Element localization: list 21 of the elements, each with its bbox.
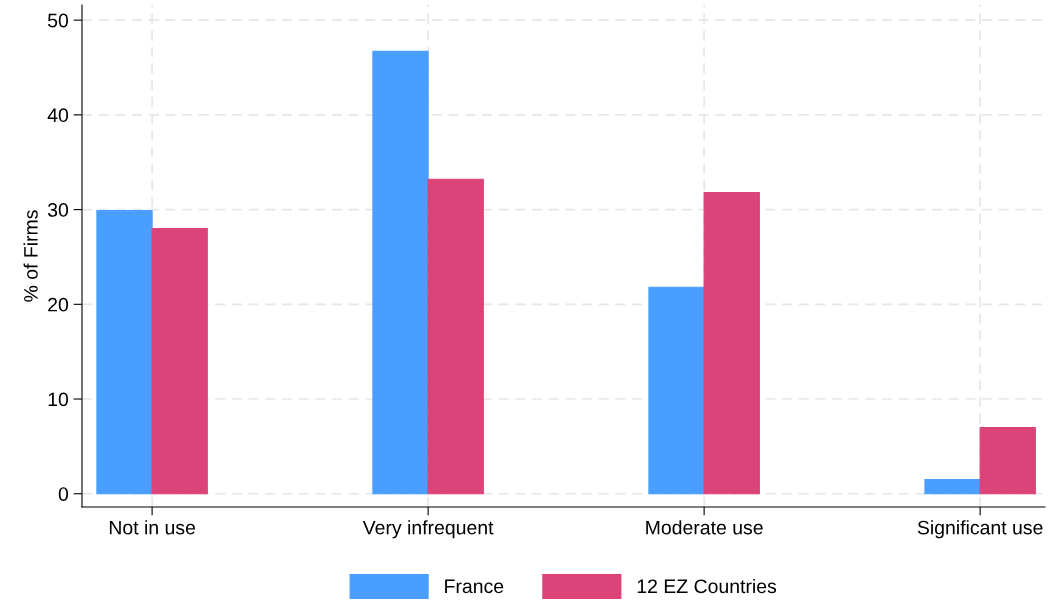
y-tick-label: 30	[47, 203, 69, 217]
y-tick-label: 40	[47, 108, 69, 123]
bar	[151, 227, 208, 495]
bar	[648, 286, 705, 495]
x-tick-label: Significant use	[917, 520, 1043, 539]
y-tick-label: 50	[47, 13, 69, 28]
bar	[372, 50, 429, 495]
x-tick-label: Very infrequent	[362, 520, 494, 539]
y-tick-label: 20	[48, 297, 69, 312]
bar	[427, 178, 484, 495]
x-tick-label: Moderate use	[646, 520, 763, 535]
bar	[96, 209, 153, 495]
y-axis-title: % of Firms	[23, 210, 38, 302]
bar	[979, 426, 1036, 495]
y-tick-label: 10	[48, 392, 69, 407]
bar	[924, 478, 981, 495]
legend-label: 12 EZ Countries	[637, 578, 777, 594]
y-tick-label: 0	[58, 487, 69, 501]
legend-label: France	[445, 579, 504, 594]
x-tick-label: Not in use	[109, 520, 196, 535]
bar	[703, 191, 760, 495]
